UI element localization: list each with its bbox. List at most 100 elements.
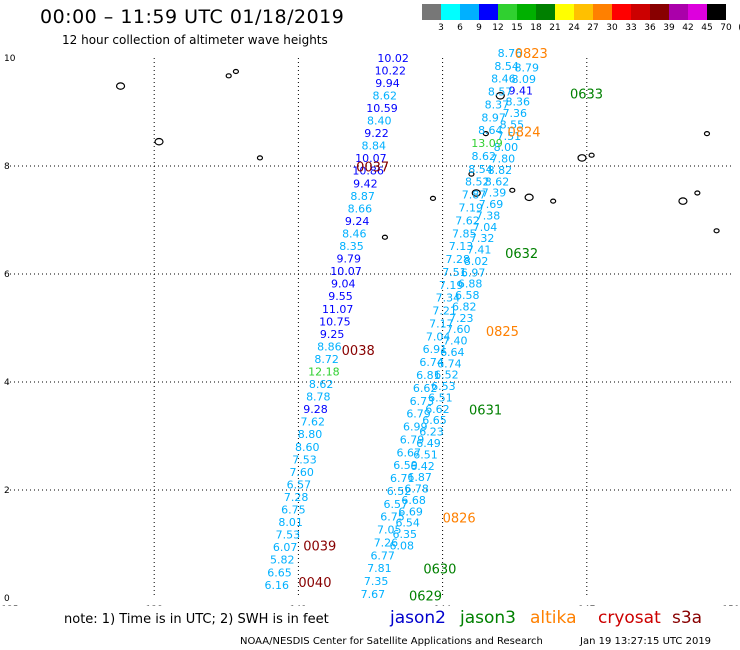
island-outline (256, 155, 264, 161)
wave-height-value: 6.53 (431, 380, 456, 393)
wave-height-value: 9.42 (353, 177, 378, 190)
wave-height-value: 10.59 (366, 102, 398, 115)
wave-height-value: 6.88 (458, 278, 483, 291)
y-tick-label: 10 (4, 54, 16, 64)
wave-height-value: 6.42 (410, 460, 435, 473)
wave-height-value: 6.75 (380, 511, 405, 524)
wave-height-value: 6.97 (461, 266, 486, 279)
wave-height-value: 6.87 (407, 471, 432, 484)
wave-height-value: 9.04 (331, 278, 356, 291)
wave-height-value: 6.71 (390, 472, 415, 485)
color-swatch (707, 4, 726, 20)
color-swatch (536, 4, 555, 20)
wave-height-value: 9.22 (364, 127, 389, 140)
wave-height-value: 7.69 (479, 198, 504, 211)
island-outline (577, 154, 587, 162)
pass-number-label: 0823 (515, 47, 548, 62)
wave-height-value: 7.28 (445, 253, 470, 266)
island-outline (524, 193, 534, 202)
wave-height-value: 6.07 (273, 541, 298, 554)
color-scale-label: 9 (476, 23, 482, 33)
color-scale-label: 70 (720, 23, 732, 33)
legend-item-jason3: jason3 (460, 608, 516, 628)
island-outline (482, 131, 489, 137)
y-tick-label: 4 (4, 378, 10, 388)
wave-height-value: 6.08 (389, 539, 414, 552)
legend-item-jason2: jason2 (390, 608, 446, 628)
wave-height-value: 7.13 (449, 240, 474, 253)
map-title: 00:00 – 11:59 UTC 01/18/2019 (40, 6, 345, 28)
wave-height-value: 7.51 (442, 266, 467, 279)
wave-height-value: 9.55 (328, 290, 353, 303)
island-outline (550, 198, 557, 204)
wave-height-value: 8.79 (514, 62, 539, 75)
wave-height-value: 6.59 (393, 459, 418, 472)
wave-height-value: 9.28 (303, 403, 328, 416)
wave-height-value: 7.19 (459, 202, 484, 215)
color-scale-label: 6 (457, 23, 463, 33)
color-swatch (460, 4, 479, 20)
wave-height-value: 6.54 (395, 517, 420, 530)
wave-height-value: 6.79 (406, 408, 431, 421)
wave-height-value: 8.02 (464, 255, 489, 268)
pass-number-label: 0630 (423, 563, 456, 578)
wave-height-value: 10.02 (377, 52, 409, 65)
wave-height-value: 8.36 (506, 96, 531, 109)
color-swatch (593, 4, 612, 20)
wave-height-value: 7.60 (289, 466, 314, 479)
island-outline (509, 187, 516, 193)
color-swatch (479, 4, 498, 20)
wave-height-value: 8.82 (488, 164, 513, 177)
wave-height-value: 9.24 (345, 215, 370, 228)
wave-height-value: 7.17 (429, 317, 454, 330)
color-scale-label: 33 (625, 23, 637, 33)
wave-height-value: 11.07 (322, 303, 354, 316)
wave-height-value: 6.68 (401, 494, 426, 507)
wave-height-value: 7.67 (361, 588, 386, 601)
legend-item-altika: altika (530, 608, 577, 628)
color-scale-label: 18 (530, 23, 542, 33)
wave-height-value: 8.57 (488, 86, 513, 99)
color-swatch (498, 4, 517, 20)
wave-height-value: 8.66 (348, 202, 373, 215)
wave-height-value: 7.62 (301, 416, 326, 429)
wave-height-value: 6.65 (422, 414, 447, 427)
wave-height-value: 9.94 (375, 77, 400, 90)
island-outline (471, 189, 481, 197)
wave-height-value: 7.53 (292, 453, 317, 466)
wave-height-value: 8.72 (314, 353, 339, 366)
wave-height-value: 6.52 (387, 485, 412, 498)
pass-number-label: 0632 (505, 247, 538, 262)
wave-height-value: 6.78 (404, 483, 429, 496)
y-tick-label: 8 (4, 162, 10, 172)
island-outline (713, 228, 720, 234)
wave-height-value: 8.78 (306, 391, 331, 404)
color-scale-label: 24 (568, 23, 580, 33)
color-scale-label: 12 (492, 23, 504, 33)
island-outline (588, 152, 595, 158)
wave-height-value: 8.62 (309, 378, 334, 391)
pass-number-label: 0040 (298, 576, 331, 591)
wave-height-value: 6.99 (403, 421, 428, 434)
wave-height-value: 8.54 (494, 60, 519, 73)
wave-height-value: 7.62 (455, 214, 480, 227)
wave-height-value: 9.41 (509, 84, 534, 97)
island-outline (225, 73, 232, 79)
island-outline (232, 68, 240, 75)
wave-height-value: 8.01 (278, 516, 303, 529)
pass-number-label: 0038 (342, 344, 375, 359)
color-scale-label: 42 (682, 23, 694, 33)
usage-note: note: 1) Time is in UTC; 2) SWH is in fe… (64, 612, 329, 627)
wave-height-value: 6.81 (416, 369, 441, 382)
timestamp: Jan 19 13:27:15 UTC 2019 (580, 636, 712, 647)
wave-height-map: 135138141144147150024681010.0210.229.948… (1, 47, 739, 606)
wave-height-value: 7.53 (276, 529, 301, 542)
island-outline (495, 92, 505, 100)
wave-height-value: 6.64 (440, 346, 465, 359)
wave-height-value: 9.79 (337, 253, 362, 266)
color-scale-label: 30 (606, 23, 618, 33)
wave-height-value: 12.18 (308, 365, 340, 378)
color-scale-label: 3 (438, 23, 444, 33)
wave-height-value: 7.85 (452, 227, 477, 240)
wave-height-value: 6.75 (281, 504, 306, 517)
